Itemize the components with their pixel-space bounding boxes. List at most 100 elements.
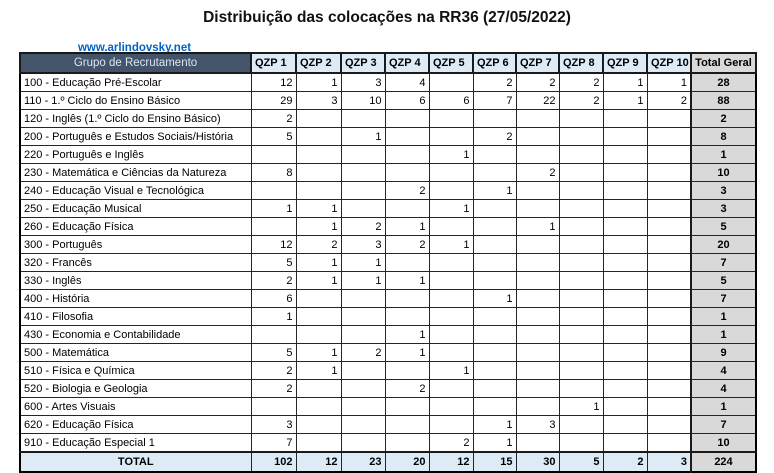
table-row: 330 - Inglês 2 1 1 1 5 — [19, 271, 757, 290]
value-cell-qzp-10 — [646, 415, 692, 434]
value-cell-qzp-8: 1 — [558, 397, 604, 416]
value-cell-qzp-1: 1 — [250, 307, 297, 326]
group-label: 320 - Francês — [19, 253, 252, 272]
group-label: 910 - Educação Especial 1 — [19, 433, 252, 453]
value-cell-qzp-3: 23 — [340, 451, 386, 473]
table-row: 400 - História 6 1 7 — [19, 289, 757, 308]
value-cell-qzp-8 — [558, 433, 604, 453]
table-row: 240 - Educação Visual e Tecnológica 2 1 3 — [19, 181, 757, 200]
group-label: 500 - Matemática — [19, 343, 252, 362]
column-header-qzp-10: QZP 10 — [646, 52, 692, 74]
value-cell-qzp-9 — [602, 127, 648, 146]
value-cell-qzp-8 — [558, 217, 604, 236]
column-header-qzp-5: QZP 5 — [428, 52, 474, 74]
table-row: 320 - Francês 5 1 1 7 — [19, 253, 757, 272]
value-cell-qzp-6 — [472, 253, 517, 272]
value-cell-qzp-4: 1 — [384, 343, 430, 362]
value-cell-qzp-3 — [340, 163, 386, 182]
value-cell-qzp-7 — [515, 307, 560, 326]
value-cell-qzp-1: 8 — [250, 163, 297, 182]
value-cell-qzp-5 — [428, 253, 474, 272]
total-cell: 9 — [690, 343, 757, 362]
value-cell-qzp-4: 1 — [384, 217, 430, 236]
column-header-qzp-1: QZP 1 — [250, 52, 297, 74]
value-cell-qzp-7 — [515, 253, 560, 272]
value-cell-qzp-1: 1 — [250, 199, 297, 218]
value-cell-qzp-1: 12 — [250, 235, 297, 254]
value-cell-qzp-10 — [646, 181, 692, 200]
column-header-qzp-6: QZP 6 — [472, 52, 517, 74]
table-row: 500 - Matemática 5 1 2 1 9 — [19, 343, 757, 362]
value-cell-qzp-7 — [515, 127, 560, 146]
value-cell-qzp-3 — [340, 415, 386, 434]
value-cell-qzp-8 — [558, 361, 604, 380]
table-row: 430 - Economia e Contabilidade 1 1 — [19, 325, 757, 344]
column-header-qzp-2: QZP 2 — [295, 52, 342, 74]
value-cell-qzp-3: 2 — [340, 217, 386, 236]
total-cell: 1 — [690, 307, 757, 326]
value-cell-qzp-5 — [428, 127, 474, 146]
group-label: 220 - Português e Inglês — [19, 145, 252, 164]
table-row: 520 - Biologia e Geologia 2 2 4 — [19, 379, 757, 398]
value-cell-qzp-1: 12 — [250, 72, 297, 92]
value-cell-qzp-8 — [558, 343, 604, 362]
value-cell-qzp-2 — [295, 415, 342, 434]
value-cell-qzp-4 — [384, 397, 430, 416]
value-cell-qzp-8 — [558, 145, 604, 164]
value-cell-qzp-6 — [472, 397, 517, 416]
value-cell-qzp-8 — [558, 289, 604, 308]
page-title: Distribuição das colocações na RR36 (27/… — [203, 9, 571, 26]
group-label: 250 - Educação Musical — [19, 199, 252, 218]
value-cell-qzp-2 — [295, 145, 342, 164]
value-cell-qzp-6 — [472, 361, 517, 380]
value-cell-qzp-10 — [646, 307, 692, 326]
website-link[interactable]: www.arlindovsky.net — [77, 42, 192, 54]
value-cell-qzp-1 — [250, 181, 297, 200]
value-cell-qzp-5 — [428, 379, 474, 398]
value-cell-qzp-6: 1 — [472, 433, 517, 453]
value-cell-qzp-8: 5 — [558, 451, 604, 473]
value-cell-qzp-4: 1 — [384, 271, 430, 290]
value-cell-qzp-1 — [250, 397, 297, 416]
value-cell-qzp-6: 1 — [472, 415, 517, 434]
value-cell-qzp-7 — [515, 289, 560, 308]
value-cell-qzp-5 — [428, 181, 474, 200]
value-cell-qzp-10 — [646, 217, 692, 236]
value-cell-qzp-7 — [515, 271, 560, 290]
value-cell-qzp-1: 29 — [250, 91, 297, 110]
value-cell-qzp-9 — [602, 379, 648, 398]
value-cell-qzp-1: 7 — [250, 433, 297, 453]
value-cell-qzp-4 — [384, 145, 430, 164]
value-cell-qzp-2: 1 — [295, 361, 342, 380]
value-cell-qzp-5: 12 — [428, 451, 474, 473]
table-row: 100 - Educação Pré-Escolar 12 1 3 4 2 2 2 1 1 28 — [19, 72, 757, 92]
table-row: 250 - Educação Musical 1 1 1 3 — [19, 199, 757, 218]
value-cell-qzp-5 — [428, 109, 474, 128]
group-label: 300 - Português — [19, 235, 252, 254]
value-cell-qzp-6 — [472, 199, 517, 218]
value-cell-qzp-9 — [602, 325, 648, 344]
group-label: 110 - 1.º Ciclo do Ensino Básico — [19, 91, 252, 110]
value-cell-qzp-5: 2 — [428, 433, 474, 453]
value-cell-qzp-7 — [515, 145, 560, 164]
value-cell-qzp-6: 15 — [472, 451, 517, 473]
value-cell-qzp-4 — [384, 289, 430, 308]
group-label: 410 - Filosofia — [19, 307, 252, 326]
value-cell-qzp-8 — [558, 415, 604, 434]
total-cell: 88 — [690, 91, 757, 110]
value-cell-qzp-6: 2 — [472, 72, 517, 92]
table-row: 620 - Educação Física 3 1 3 7 — [19, 415, 757, 434]
value-cell-qzp-6 — [472, 343, 517, 362]
value-cell-qzp-7 — [515, 199, 560, 218]
value-cell-qzp-4 — [384, 361, 430, 380]
total-cell: 1 — [690, 397, 757, 416]
value-cell-qzp-5 — [428, 397, 474, 416]
value-cell-qzp-4: 4 — [384, 72, 430, 92]
value-cell-qzp-2: 1 — [295, 199, 342, 218]
group-label: 620 - Educação Física — [19, 415, 252, 434]
value-cell-qzp-7: 2 — [515, 163, 560, 182]
value-cell-qzp-7 — [515, 397, 560, 416]
table-row: 510 - Física e Química 2 1 1 4 — [19, 361, 757, 380]
value-cell-qzp-2 — [295, 181, 342, 200]
column-header-total-geral: Total Geral — [690, 52, 757, 74]
